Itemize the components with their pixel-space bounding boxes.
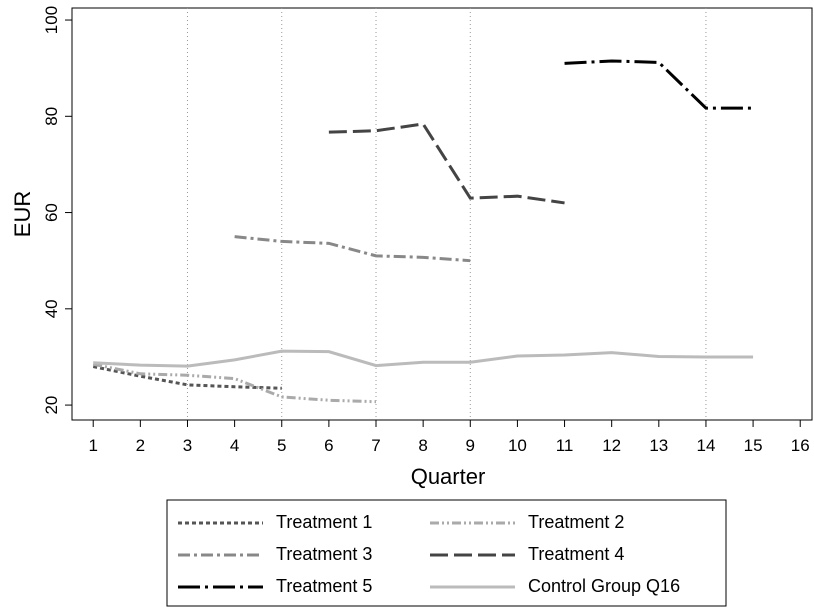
y-tick-label: 100 — [42, 6, 61, 34]
legend-label: Treatment 5 — [276, 576, 372, 596]
legend-label: Treatment 4 — [528, 544, 624, 564]
x-tick-label: 11 — [556, 436, 574, 455]
x-axis-title: Quarter — [411, 464, 486, 489]
x-tick-label: 4 — [230, 436, 239, 455]
x-tick-label: 9 — [466, 436, 475, 455]
x-tick-label: 13 — [649, 436, 668, 455]
y-tick-label: 40 — [42, 299, 61, 318]
x-tick-label: 12 — [602, 436, 621, 455]
series-line — [564, 59, 754, 110]
x-tick-label: 6 — [324, 436, 333, 455]
x-tick-label: 16 — [791, 436, 810, 455]
x-tick-label: 2 — [136, 436, 145, 455]
legend-label: Treatment 2 — [528, 512, 624, 532]
x-tick-label: 10 — [508, 436, 527, 455]
legend-label: Treatment 3 — [276, 544, 372, 564]
x-tick-label: 1 — [88, 436, 97, 455]
plot-frame — [71, 7, 813, 421]
x-tick-label: 7 — [371, 436, 380, 455]
series-line — [234, 235, 471, 263]
x-tick-label: 5 — [277, 436, 286, 455]
y-tick-label: 80 — [42, 107, 61, 126]
legend-label: Control Group Q16 — [528, 576, 680, 596]
x-tick-label: 8 — [418, 436, 427, 455]
legend-label: Treatment 1 — [276, 512, 372, 532]
y-tick-label: 60 — [42, 203, 61, 222]
x-tick-label: 3 — [183, 436, 192, 455]
x-tick-label: 15 — [744, 436, 763, 455]
series-line — [328, 122, 565, 205]
y-axis-title: EUR — [10, 191, 35, 237]
y-tick-label: 20 — [42, 396, 61, 415]
series-line — [92, 362, 377, 404]
series-line — [93, 349, 754, 368]
x-tick-label: 14 — [696, 436, 715, 455]
